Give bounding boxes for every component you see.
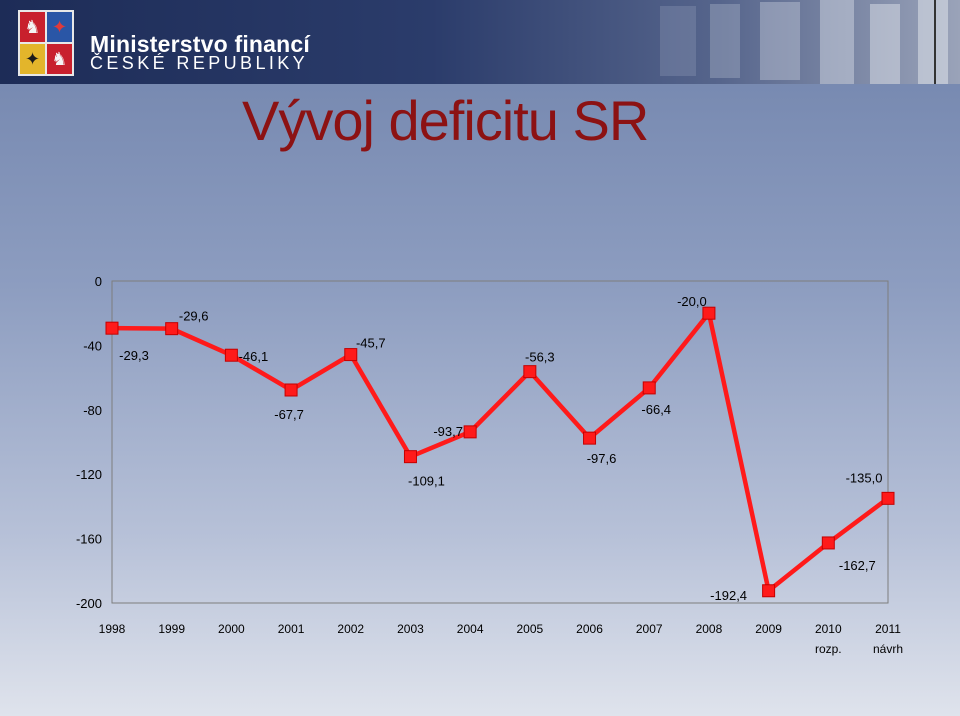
data-point (344, 348, 358, 362)
data-label: -93,7 (433, 424, 463, 439)
x-tick-label: 2006 (576, 622, 603, 636)
data-label: -29,3 (119, 348, 149, 363)
plot-area (111, 280, 889, 604)
data-labels: -29,3 -29,6 -46,1 -67,7 -45,7 -109,1 -93,7 -56,… (119, 294, 882, 603)
x-tick-label: 2010 (815, 622, 842, 636)
data-point (821, 536, 835, 550)
data-label: -67,7 (274, 407, 304, 422)
data-label: -56,3 (525, 350, 555, 365)
x-tick-label: 2005 (516, 622, 543, 636)
data-label: -45,7 (356, 336, 386, 351)
eagle-icon: ✦ (47, 12, 72, 42)
ministry-country: ČESKÉ REPUBLIKY (90, 53, 309, 73)
data-point (881, 491, 895, 505)
x-tick-sublabel: rozp. (815, 642, 842, 656)
ministry-name: Ministerstvo financí (90, 31, 310, 57)
x-tick-label: 2003 (397, 622, 424, 636)
data-point (284, 383, 298, 397)
x-tick-label: 2002 (337, 622, 364, 636)
data-label: -192,4 (710, 588, 747, 603)
x-tick-label: 2009 (755, 622, 782, 636)
data-point (702, 306, 716, 320)
x-tick-label: 2000 (218, 622, 245, 636)
data-point (583, 431, 597, 445)
x-tick-label: 2007 (636, 622, 663, 636)
building-facade-image (660, 0, 948, 84)
x-tick-label: 2011 (875, 622, 901, 636)
x-tick-label: 1998 (99, 622, 126, 636)
eagle-icon: ✦ (20, 44, 45, 74)
x-tick-label: 1999 (158, 622, 185, 636)
x-tick-label: 2004 (457, 622, 484, 636)
data-point (165, 322, 179, 336)
data-label: -162,7 (839, 558, 876, 573)
y-axis: 0 -40 -80 -120 -160 -200 (76, 274, 102, 611)
data-point (224, 348, 238, 362)
x-tick-label: 2008 (696, 622, 723, 636)
data-point (642, 381, 656, 395)
data-label: -46,1 (239, 349, 269, 364)
data-label: -97,6 (587, 451, 617, 466)
data-point (403, 450, 417, 464)
coat-of-arms: ♞ ✦ ✦ ♞ (18, 10, 74, 76)
data-label: -20,0 (677, 294, 707, 309)
y-tick-label: -120 (76, 467, 102, 482)
data-label: -135,0 (846, 470, 883, 485)
x-tick-label: 2001 (278, 622, 305, 636)
lion-icon: ♞ (47, 44, 72, 74)
data-point (105, 321, 119, 335)
y-tick-label: -40 (83, 338, 102, 353)
lion-icon: ♞ (20, 12, 45, 42)
series-line (111, 310, 890, 594)
x-axis: 1998 1999 2000 2001 2002 2003 2004 2005 2006 2007… (99, 622, 903, 656)
chart-title: Vývoj deficitu SR (242, 89, 649, 152)
y-tick-label: 0 (95, 274, 102, 289)
x-tick-sublabel: návrh (873, 642, 903, 656)
data-point (762, 584, 776, 598)
y-tick-label: -80 (83, 403, 102, 418)
y-tick-label: -200 (76, 596, 102, 611)
data-label: -66,4 (641, 402, 671, 417)
header-banner: ♞ ✦ ✦ ♞ Ministerstvo financí ČESKÉ REPUB… (0, 0, 960, 84)
deficit-series (105, 306, 895, 598)
data-label: -29,6 (179, 309, 209, 324)
data-point (463, 425, 477, 439)
data-point (523, 365, 537, 379)
data-label: -109,1 (408, 474, 445, 489)
y-tick-label: -160 (76, 532, 102, 547)
